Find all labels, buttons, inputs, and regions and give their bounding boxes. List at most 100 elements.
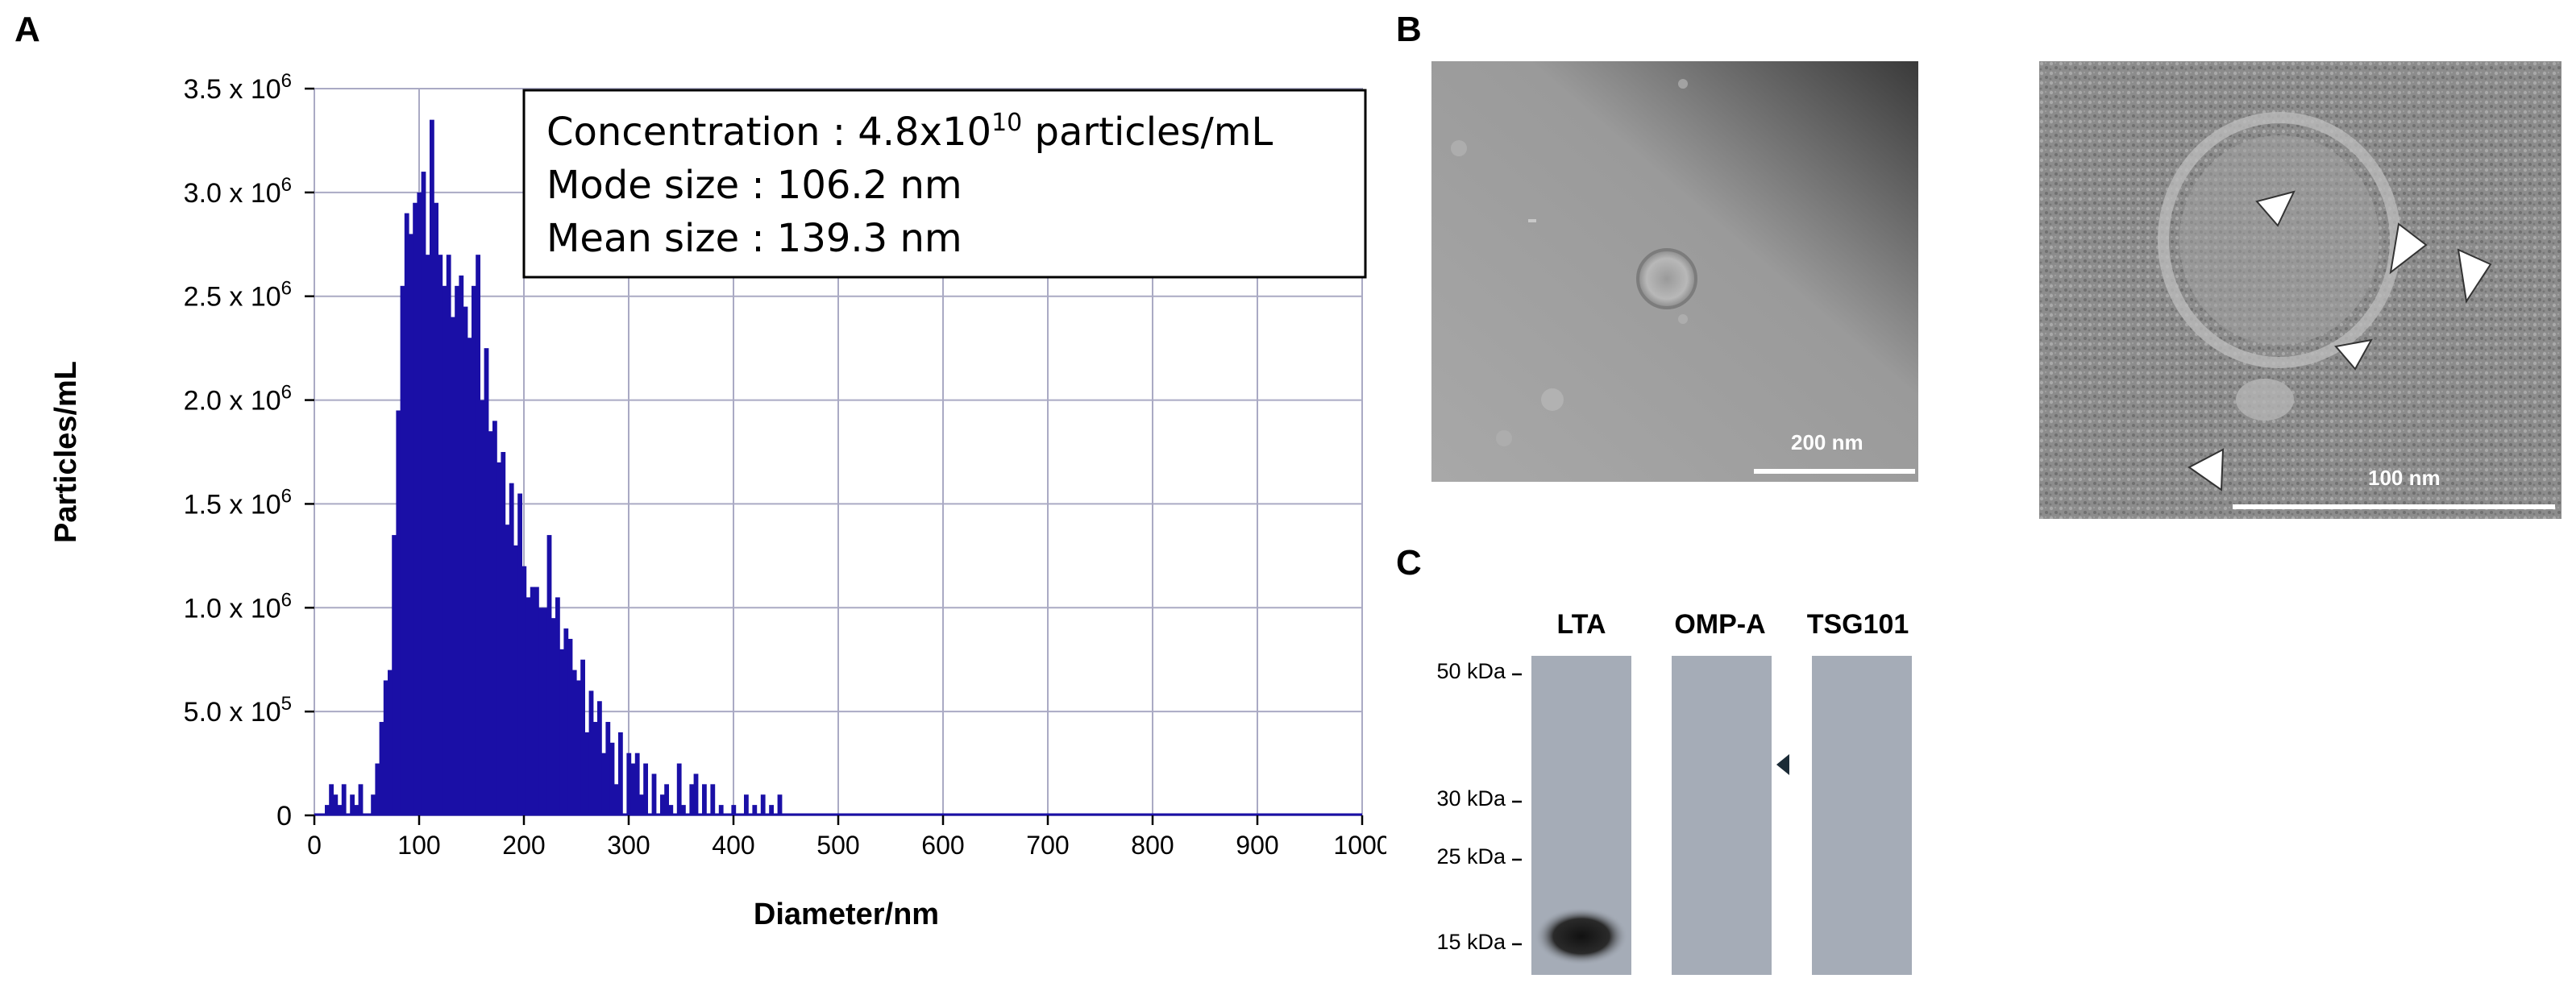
x-tick-label: 400 xyxy=(712,831,754,860)
histogram-bar xyxy=(769,805,774,815)
histogram-bar xyxy=(702,784,707,815)
histogram-bar xyxy=(517,493,522,815)
scale-bar-100nm xyxy=(2233,504,2555,509)
histogram-bar xyxy=(605,722,611,815)
nta-histogram-chart: 0 100 200 300 400 500 600 700 800 900 1000 0 5.0 x 1… xyxy=(49,70,1386,931)
x-tick-label: 200 xyxy=(502,831,545,860)
histogram-bar xyxy=(643,763,648,815)
lane-title-tsg101: TSG101 xyxy=(1806,609,1909,640)
band-arrow-omp-a xyxy=(1776,754,1789,775)
histogram-bar xyxy=(630,763,636,815)
histogram-bar xyxy=(601,753,606,815)
histogram-bar xyxy=(392,535,397,815)
histogram-bar xyxy=(409,234,413,815)
arrowhead-marker xyxy=(2457,248,2492,304)
histogram-bar xyxy=(371,794,376,815)
histogram-bar xyxy=(664,784,669,815)
histogram-bar xyxy=(613,784,619,815)
histogram-bar xyxy=(396,410,401,815)
marker-30kda: 30 kDa xyxy=(1436,786,1506,811)
histogram-bar xyxy=(634,753,640,815)
histogram-bar xyxy=(484,348,489,816)
histogram-bar xyxy=(559,649,564,815)
panel-label-a: A xyxy=(15,10,40,49)
histogram-bar xyxy=(476,255,480,816)
chart-axes: 0 100 200 300 400 500 600 700 800 900 1000 0 5.0 x 1… xyxy=(49,70,1386,931)
scale-label-100nm: 100 nm xyxy=(2368,466,2441,490)
histogram-bar xyxy=(509,483,514,815)
histogram-bar xyxy=(681,805,686,815)
x-axis-title: Diameter/nm xyxy=(754,898,939,931)
histogram-bar xyxy=(513,545,518,815)
y-tick-label: 2.0 x 106 xyxy=(184,382,292,417)
histogram-bar xyxy=(421,172,426,816)
histogram-bar xyxy=(417,192,422,815)
x-tick-label: 600 xyxy=(921,831,964,860)
y-tick-label: 3.0 x 106 xyxy=(184,174,292,209)
histogram-bar xyxy=(505,525,510,815)
arrowhead-marker xyxy=(2389,222,2428,275)
marker-25kda: 25 kDa xyxy=(1436,844,1506,869)
histogram-bar xyxy=(354,805,359,815)
tem-image-overview: 200 nm xyxy=(1431,61,1918,482)
histogram-bar xyxy=(676,763,682,815)
histogram-bar xyxy=(542,607,548,815)
histogram-bar xyxy=(337,805,343,815)
histogram-bar xyxy=(588,690,594,815)
histogram-bar xyxy=(341,784,347,815)
histogram-bar xyxy=(333,794,339,815)
histogram-bar xyxy=(497,462,501,815)
blot-ticks-and-arrows xyxy=(1512,673,1789,946)
histogram-bar xyxy=(329,784,334,815)
histogram-bar xyxy=(660,794,665,815)
histogram-bar xyxy=(551,618,556,815)
histogram-bar xyxy=(534,587,539,815)
histogram-bar xyxy=(580,659,585,815)
histogram-bar xyxy=(584,732,590,815)
histogram-bar xyxy=(434,202,438,815)
panel-label-b: B xyxy=(1396,10,1422,49)
histogram-bar xyxy=(571,670,577,815)
vesicle-shape xyxy=(1636,248,1697,309)
y-tick-label: 2.5 x 106 xyxy=(184,278,292,313)
arrowhead-marker xyxy=(2188,448,2225,491)
marker-50kda: 50 kDa xyxy=(1436,659,1506,683)
histogram-bar xyxy=(626,753,632,815)
histogram-bar xyxy=(567,638,573,815)
arrowhead-marker xyxy=(2334,338,2373,371)
blot-lane-lta xyxy=(1531,656,1631,975)
histogram-bar xyxy=(731,805,737,815)
chart-annotation-box: Concentration : 4.8x1010 particles/mL Mod… xyxy=(522,89,1367,279)
lane-title-lta: LTA xyxy=(1556,609,1606,640)
histogram-bar xyxy=(609,742,615,815)
histogram-bar xyxy=(400,285,405,815)
histogram-bar xyxy=(668,805,674,815)
histogram-bar xyxy=(463,306,468,816)
histogram-bar xyxy=(501,452,506,815)
annotation-mean-size: Mean size : 139.3 nm xyxy=(546,216,962,261)
x-tick-label: 300 xyxy=(607,831,650,860)
x-tick-label: 100 xyxy=(397,831,440,860)
histogram-bar xyxy=(430,119,434,815)
blot-lane-tsg101 xyxy=(1812,656,1912,975)
histogram-bar xyxy=(438,255,443,816)
histogram-bar xyxy=(526,597,531,815)
histogram-bar xyxy=(530,587,535,815)
blot-lane-omp-a xyxy=(1672,656,1772,975)
y-tick-label: 3.5 x 106 xyxy=(184,70,292,105)
histogram-bar xyxy=(455,285,459,815)
histogram-bar xyxy=(651,773,657,815)
histogram-bar xyxy=(442,285,447,815)
histogram-bar xyxy=(760,794,766,815)
histogram-bar xyxy=(467,338,472,815)
x-tick-label: 0 xyxy=(307,831,322,860)
histogram-bar xyxy=(563,628,569,815)
histogram-bar xyxy=(689,784,695,815)
histogram-bar xyxy=(710,784,716,815)
x-tick-label: 500 xyxy=(816,831,859,860)
band-15kda xyxy=(1535,907,1628,965)
histogram-bar xyxy=(446,255,451,816)
histogram-bar xyxy=(480,400,485,816)
chart-bars xyxy=(325,119,783,816)
histogram-bar xyxy=(639,794,644,815)
